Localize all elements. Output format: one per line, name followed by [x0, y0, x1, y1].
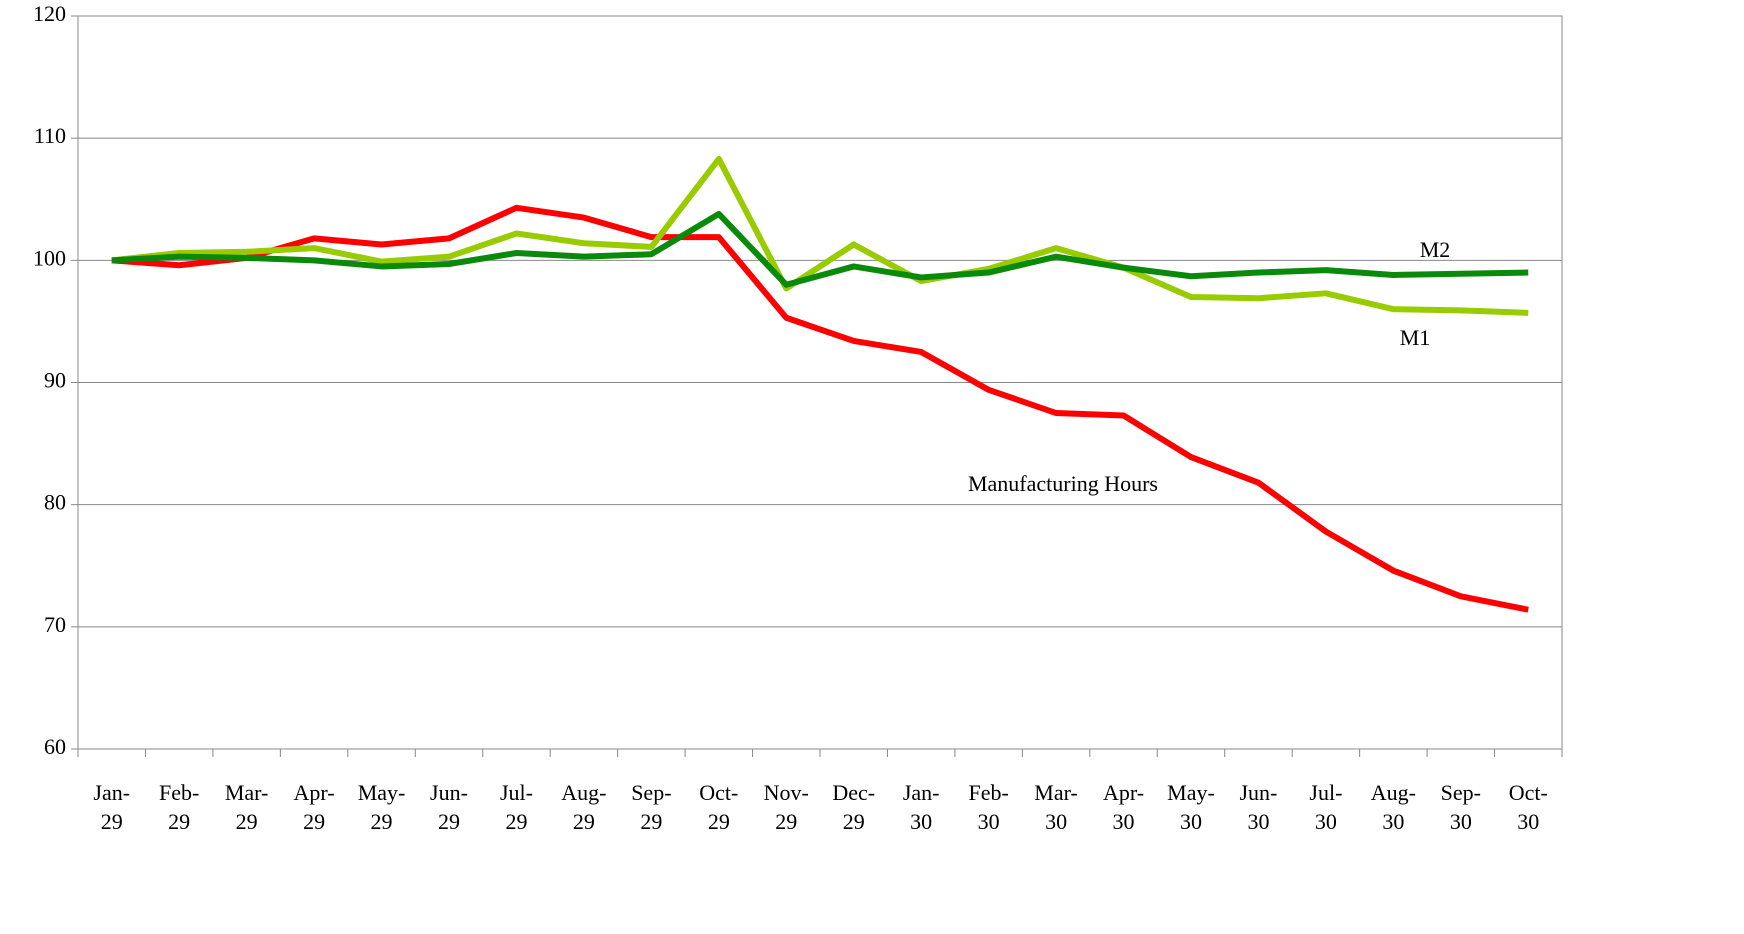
y-tick-label: 70 [44, 612, 66, 637]
series-line [111, 155, 1529, 316]
series-label: Manufacturing Hours [968, 471, 1158, 496]
x-tick-label: Nov-29 [763, 780, 809, 834]
series-line [111, 204, 1529, 613]
y-tick-label: 100 [33, 245, 66, 270]
x-tick-label: Aug-29 [561, 780, 607, 834]
y-tick-label: 60 [44, 734, 66, 759]
series-line [111, 210, 1529, 288]
series-label: M2 [1420, 237, 1451, 262]
x-tick-label: Jan-30 [902, 780, 940, 834]
y-tick-label: 80 [44, 490, 66, 515]
x-tick-label: Apr-29 [293, 780, 335, 834]
x-tick-label: Oct-30 [1508, 780, 1548, 834]
x-tick-label: Mar-29 [224, 780, 269, 834]
x-tick-label: Jun-30 [1239, 780, 1278, 834]
x-tick-label: Sep-30 [1440, 780, 1481, 834]
x-tick-label: May-29 [357, 780, 406, 834]
x-tick-label: May-30 [1167, 780, 1215, 834]
x-tick-label: Aug-30 [1370, 780, 1416, 834]
series-label: M1 [1400, 325, 1431, 350]
x-tick-label: Sep-29 [631, 780, 672, 834]
y-tick-label: 90 [44, 368, 66, 393]
x-tick-label: Feb-29 [159, 780, 200, 834]
x-tick-label: Apr-30 [1102, 780, 1145, 834]
x-tick-label: Jul-30 [1309, 780, 1343, 834]
x-tick-label: Jan-29 [93, 780, 131, 834]
x-tick-label: Mar-30 [1034, 780, 1078, 834]
y-tick-label: 110 [34, 123, 66, 148]
y-tick-label: 120 [33, 1, 66, 26]
x-tick-label: Oct-29 [699, 780, 739, 834]
x-tick-label: Dec-29 [832, 780, 876, 834]
x-tick-label: Jun-29 [430, 780, 468, 834]
x-tick-label: Jul-29 [499, 780, 533, 834]
x-tick-label: Feb-30 [968, 780, 1009, 834]
